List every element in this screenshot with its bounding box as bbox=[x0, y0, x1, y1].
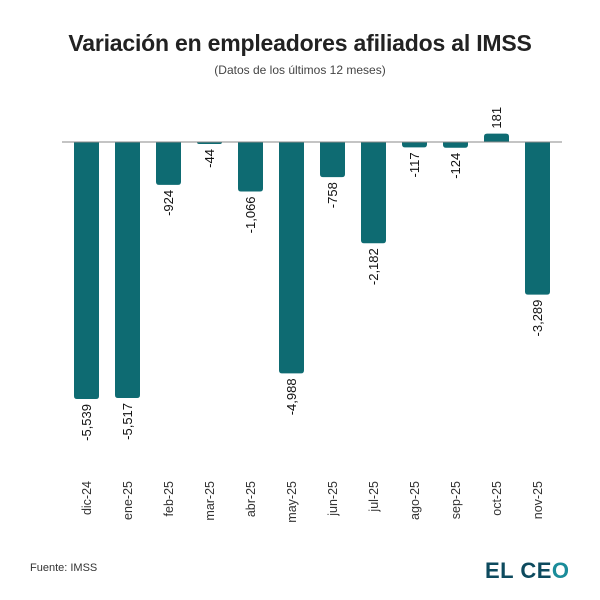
x-tick-label: ene-25 bbox=[121, 481, 135, 520]
bar-oct-25 bbox=[484, 133, 509, 142]
bar-mar-25 bbox=[197, 142, 222, 145]
x-tick-label: oct-25 bbox=[490, 481, 504, 516]
x-tick-label: dic-24 bbox=[80, 481, 94, 515]
logo-text: EL CE bbox=[485, 558, 552, 583]
data-label: 181 bbox=[489, 107, 504, 129]
data-label: -117 bbox=[407, 152, 422, 177]
bar-jul-25 bbox=[361, 142, 386, 244]
x-tick-label: sep-25 bbox=[449, 481, 463, 519]
chart-title: Variación en empleadores afiliados al IM… bbox=[68, 30, 532, 56]
data-label: -5,517 bbox=[120, 403, 135, 440]
x-tick-label: ago-25 bbox=[408, 481, 422, 520]
bars-group bbox=[74, 133, 550, 399]
el-ceo-logo: EL CEO bbox=[485, 558, 570, 584]
data-labels-group: -5,539 -5,517 -924 -44 -1,066 -4,988 -758 -2,18… bbox=[79, 107, 545, 441]
data-label: -1,066 bbox=[243, 196, 258, 233]
data-label: -2,182 bbox=[366, 248, 381, 285]
x-tick-label: jun-25 bbox=[326, 481, 340, 517]
bar-abr-25 bbox=[238, 142, 263, 192]
bar-ago-25 bbox=[402, 142, 427, 148]
data-label: -124 bbox=[448, 153, 463, 179]
x-tick-label: nov-25 bbox=[531, 481, 545, 519]
x-tick-label: jul-25 bbox=[367, 481, 381, 513]
bar-feb-25 bbox=[156, 142, 181, 185]
bar-dic-24 bbox=[74, 142, 99, 399]
source-note: Fuente: IMSS bbox=[30, 562, 98, 574]
data-label: -5,539 bbox=[79, 404, 94, 441]
logo-accent-letter: O bbox=[551, 558, 570, 583]
data-label: -4,988 bbox=[284, 378, 299, 415]
bar-may-25 bbox=[279, 142, 304, 374]
x-tick-labels-group: dic-24 ene-25 feb-25 mar-25 abr-25 may-25 jun-… bbox=[80, 481, 545, 523]
chart-subtitle: (Datos de los últimos 12 meses) bbox=[214, 63, 386, 77]
data-label: -758 bbox=[325, 182, 340, 208]
bar-ene-25 bbox=[115, 142, 140, 398]
bar-jun-25 bbox=[320, 142, 345, 178]
bar-sep-25 bbox=[443, 142, 468, 148]
bar-nov-25 bbox=[525, 142, 550, 295]
data-label: -44 bbox=[202, 149, 217, 168]
x-tick-label: abr-25 bbox=[244, 481, 258, 517]
x-tick-label: mar-25 bbox=[203, 481, 217, 521]
data-label: -924 bbox=[161, 190, 176, 216]
x-tick-label: feb-25 bbox=[162, 481, 176, 516]
data-label: -3,289 bbox=[530, 300, 545, 337]
x-tick-label: may-25 bbox=[285, 481, 299, 523]
